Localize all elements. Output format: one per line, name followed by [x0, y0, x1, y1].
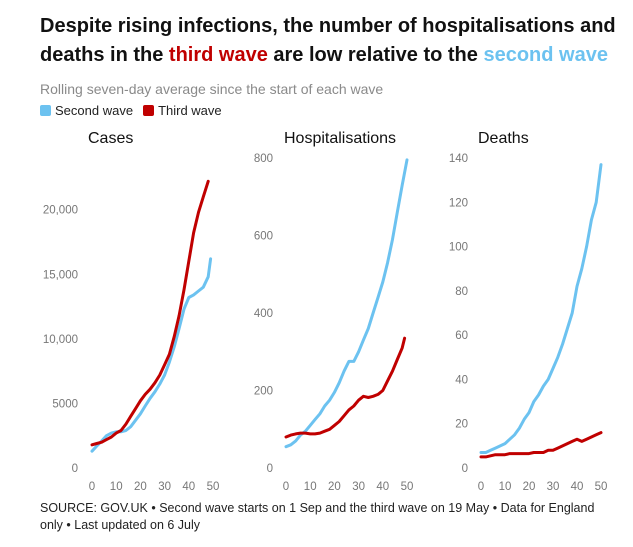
chart-subtitle: Rolling seven-day average since the star…	[40, 81, 384, 97]
legend-swatch-third-wave	[143, 105, 155, 116]
y-tick-label: 0	[72, 463, 78, 475]
y-tick-label: 400	[254, 308, 273, 320]
legend-label-third-wave: Third wave	[158, 103, 222, 118]
y-tick-label: 120	[449, 197, 468, 209]
series-line-third-wave-cases	[90, 179, 210, 447]
x-tick-label: 30	[158, 481, 171, 493]
y-tick-label: 0	[462, 463, 468, 475]
x-tick-label: 0	[89, 481, 95, 493]
x-tick-label: 20	[328, 481, 341, 493]
panel-title-hospitalisations: Hospitalisations	[284, 130, 396, 147]
legend-swatch-second-wave	[40, 105, 51, 116]
x-tick-label: 40	[376, 481, 389, 493]
series-line-third-wave-deaths	[479, 431, 603, 459]
x-tick-label: 20	[134, 481, 147, 493]
legend-label-second-wave: Second wave	[55, 103, 134, 118]
y-tick-label: 0	[267, 463, 273, 475]
y-tick-label: 40	[455, 374, 468, 386]
series-line-third-wave-hospitalisations	[284, 336, 407, 439]
x-tick-label: 50	[207, 481, 220, 493]
x-tick-label: 20	[523, 481, 536, 493]
x-tick-label: 0	[283, 481, 289, 493]
source-note: SOURCE: GOV.UK • Second wave starts on 1…	[40, 501, 595, 532]
x-tick-label: 50	[401, 481, 414, 493]
x-tick-label: 10	[304, 481, 317, 493]
y-tick-label: 800	[254, 153, 273, 165]
x-tick-label: 40	[182, 481, 195, 493]
y-tick-label: 60	[455, 330, 468, 342]
chart-panel-deaths: Deaths 0 20 40 60 80 100 120 140 0 10 20 30 40 50	[449, 130, 608, 493]
series-line-second-wave-cases	[90, 257, 213, 453]
x-tick-label: 30	[352, 481, 365, 493]
x-tick-label: 10	[110, 481, 123, 493]
title-part-2: are low relative to the	[267, 44, 484, 66]
x-tick-label: 10	[499, 481, 512, 493]
y-tick-label: 200	[254, 386, 273, 398]
y-tick-label: 20,000	[43, 205, 78, 217]
title-highlight-second-wave: second wave	[483, 44, 608, 66]
panel-title-cases: Cases	[88, 130, 133, 147]
chart-panel-hospitalisations: Hospitalisations 0 200 400 600 800 0 10 20 30 40 50	[254, 130, 414, 493]
title-part-1: Despite rising infections, the number of…	[40, 15, 616, 66]
y-tick-label: 140	[449, 153, 468, 165]
x-tick-label: 0	[478, 481, 484, 493]
y-tick-label: 600	[254, 231, 273, 243]
legend-item-second-wave: Second wave	[40, 103, 133, 118]
legend: Second wave Third wave	[40, 103, 232, 118]
panel-title-deaths: Deaths	[478, 130, 529, 147]
y-tick-label: 20	[455, 419, 468, 431]
chart-panel-cases: Cases 0 5000 10,000 15,000 20,000 0 10 20 30 40 50	[43, 130, 220, 493]
x-tick-label: 30	[547, 481, 560, 493]
y-tick-label: 100	[449, 242, 468, 254]
x-tick-label: 40	[571, 481, 584, 493]
series-line-second-wave-hospitalisations	[284, 158, 409, 449]
chart-title: Despite rising infections, the number of…	[40, 12, 630, 70]
y-tick-label: 10,000	[43, 334, 78, 346]
legend-item-third-wave: Third wave	[143, 103, 222, 118]
y-tick-label: 80	[455, 286, 468, 298]
x-tick-label: 50	[595, 481, 608, 493]
y-tick-label: 5000	[52, 398, 78, 410]
series-line-second-wave-deaths	[479, 163, 603, 454]
y-tick-label: 15,000	[43, 269, 78, 281]
title-highlight-third-wave: third wave	[168, 44, 268, 66]
